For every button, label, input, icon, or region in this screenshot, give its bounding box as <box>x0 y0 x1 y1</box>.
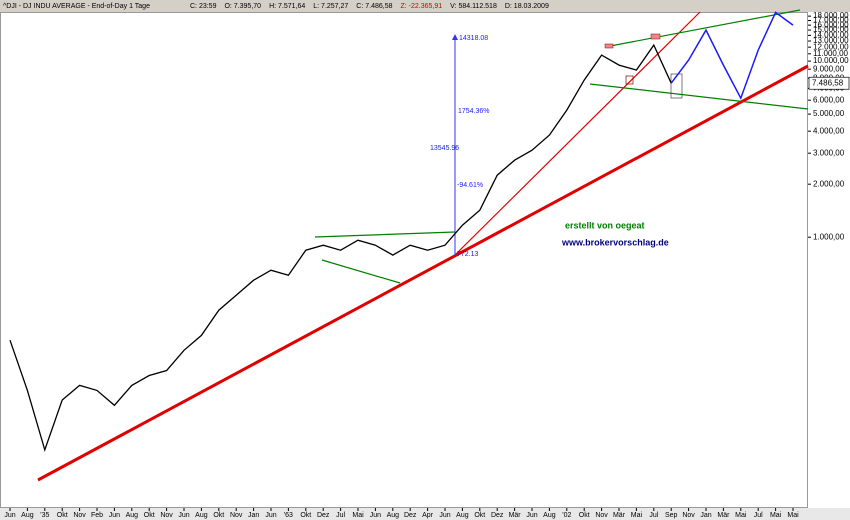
x-tick-label: Dez <box>404 512 417 519</box>
x-tick-label: Aug <box>456 512 469 519</box>
plot-frame <box>0 12 808 508</box>
x-axis-bar <box>0 508 850 520</box>
header-field: C: 7.486,58 <box>356 3 392 10</box>
x-tick-label: Mär <box>509 512 522 519</box>
x-tick-label: Jun <box>178 512 189 519</box>
header-field: L: 7.257,27 <box>313 3 348 10</box>
marker-box <box>670 73 683 99</box>
x-tick-label: Nov <box>73 512 86 519</box>
header-field: C: 23:59 <box>190 3 217 10</box>
last-value-label: 7.486,58 <box>812 78 844 87</box>
arrow-head <box>452 34 458 40</box>
y-tick-label: 11.000,00 <box>813 49 849 58</box>
header-field: O: 7.395,70 <box>224 3 261 10</box>
header-bar <box>0 0 850 12</box>
trend-line <box>604 9 801 48</box>
annotation: 1754.36% <box>458 108 490 115</box>
y-tick-label: 12.000,00 <box>813 42 849 51</box>
annotation: 772.13 <box>457 251 479 258</box>
trend-line <box>321 259 401 284</box>
x-tick-label: Jun <box>265 512 276 519</box>
annotation: 13545.96 <box>430 145 459 152</box>
trend-line <box>314 231 456 238</box>
x-tick-label: Jun <box>370 512 381 519</box>
y-tick-label: 18.000,00 <box>813 11 849 20</box>
x-tick-label: Jul <box>649 512 658 519</box>
chart-title: ^DJI - DJ INDU AVERAGE - End-of-Day 1 Ta… <box>3 3 150 10</box>
marker-box <box>604 43 614 49</box>
header-field: D: 18.03.2009 <box>505 3 549 10</box>
x-tick-label: Aug <box>543 512 556 519</box>
x-tick-label: Mai <box>787 512 799 519</box>
x-tick-label: Mai <box>631 512 643 519</box>
marker-box <box>625 75 634 85</box>
x-tick-label: Nov <box>160 512 173 519</box>
x-tick-label: Dez <box>491 512 504 519</box>
x-tick-label: Jun <box>109 512 120 519</box>
x-tick-label: Nov <box>682 512 695 519</box>
x-tick-label: Mai <box>352 512 364 519</box>
x-tick-label: Jan <box>700 512 711 519</box>
x-tick-label: '35 <box>40 512 49 519</box>
annotation: -94.61% <box>457 182 483 189</box>
x-tick-label: Aug <box>126 512 139 519</box>
x-tick-label: Mai <box>735 512 747 519</box>
x-tick-label: Mai <box>770 512 782 519</box>
trend-line <box>37 64 809 482</box>
x-tick-label: '63 <box>284 512 293 519</box>
x-tick-label: Jan <box>248 512 259 519</box>
header-field: H: 7.571,64 <box>269 3 305 10</box>
price-line <box>9 43 672 453</box>
header-field: Z: -22.365,91 <box>401 3 443 10</box>
x-tick-label: Jun <box>4 512 15 519</box>
x-tick-label: Okt <box>57 512 68 519</box>
x-tick-label: Dez <box>317 512 330 519</box>
last-value-box <box>808 76 850 90</box>
y-tick-label: 13.000,00 <box>813 36 849 45</box>
y-tick-label: 2.000,00 <box>813 179 845 188</box>
x-tick-label: Okt <box>144 512 155 519</box>
y-tick-label: 16.000,00 <box>813 20 849 29</box>
x-tick-label: '02 <box>562 512 571 519</box>
trend-line <box>589 83 809 110</box>
x-tick-label: Feb <box>91 512 103 519</box>
y-tick-label: 10.000,00 <box>813 56 849 65</box>
y-tick-label: 5.000,00 <box>813 109 845 118</box>
x-tick-label: Aug <box>195 512 208 519</box>
x-tick-label: Nov <box>230 512 243 519</box>
y-tick-label: 3.000,00 <box>813 148 845 157</box>
trend-line <box>454 11 701 256</box>
annotation: 14318.08 <box>459 35 488 42</box>
header-field: V: 584.112.518 <box>450 3 497 10</box>
x-tick-label: Mär <box>717 512 730 519</box>
x-tick-label: Aug <box>21 512 34 519</box>
y-tick-label: 6.000,00 <box>813 95 845 104</box>
x-tick-label: Mär <box>613 512 626 519</box>
x-tick-label: Jul <box>336 512 345 519</box>
marker-box <box>650 33 661 40</box>
x-tick-label: Okt <box>300 512 311 519</box>
y-tick-label: 1.000,00 <box>813 232 845 241</box>
x-tick-label: Nov <box>595 512 608 519</box>
x-tick-label: Okt <box>213 512 224 519</box>
x-tick-label: Jun <box>526 512 537 519</box>
y-tick-label: 17.000,00 <box>813 16 849 25</box>
x-tick-label: Jun <box>439 512 450 519</box>
x-tick-label: Okt <box>579 512 590 519</box>
x-tick-label: Okt <box>474 512 485 519</box>
x-tick-label: Apr <box>422 512 434 519</box>
y-tick-label: 4.000,00 <box>813 126 845 135</box>
x-tick-label: Aug <box>387 512 400 519</box>
price-line <box>670 11 794 101</box>
x-tick-label: Sep <box>665 512 678 519</box>
y-tick-label: 15.000,00 <box>813 25 849 34</box>
annotation: erstellt von oegeat <box>565 220 645 230</box>
x-tick-label: Jul <box>754 512 763 519</box>
annotation: www.brokervorschlag.de <box>561 237 669 247</box>
y-tick-label: 9.000,00 <box>813 64 845 73</box>
y-tick-label: 14.000,00 <box>813 30 849 39</box>
